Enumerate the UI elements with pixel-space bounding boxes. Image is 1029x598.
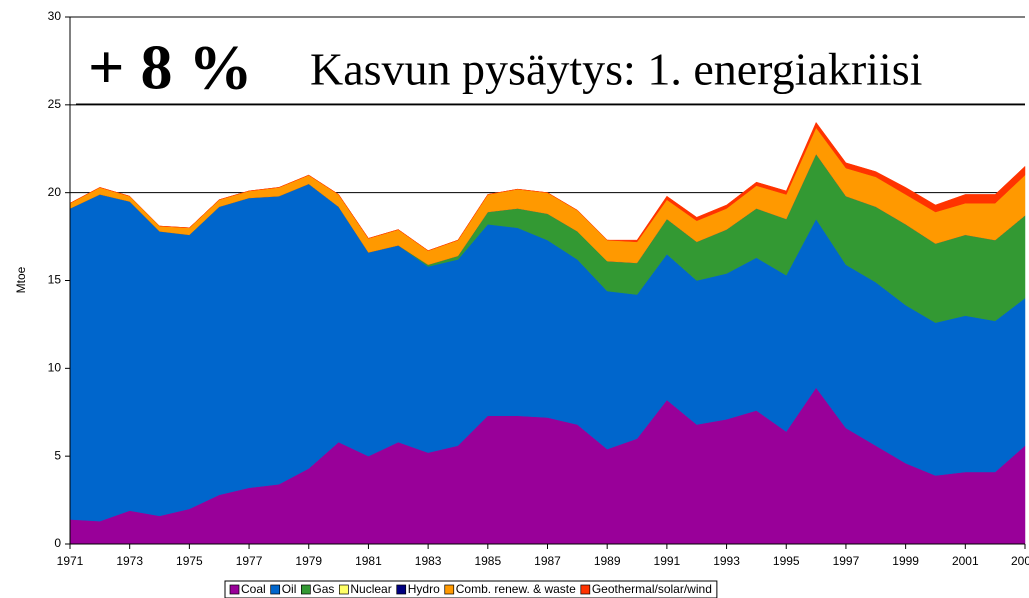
y-tick-label: 30 xyxy=(48,9,62,23)
x-tick-label: 1983 xyxy=(415,554,442,568)
x-tick-label: 1987 xyxy=(534,554,561,568)
legend-label: Hydro xyxy=(408,582,440,596)
y-tick-label: 0 xyxy=(54,536,61,550)
x-tick-label: 1999 xyxy=(892,554,919,568)
y-tick-label: 10 xyxy=(48,361,62,375)
x-tick-label: 1979 xyxy=(295,554,322,568)
legend-label: Nuclear xyxy=(350,582,391,596)
x-tick-label: 1997 xyxy=(833,554,860,568)
x-tick-label: 2001 xyxy=(952,554,979,568)
legend-label: Oil xyxy=(282,582,297,596)
x-tick-label: 1989 xyxy=(594,554,621,568)
x-tick-label: 1985 xyxy=(474,554,501,568)
x-tick-label: 1971 xyxy=(57,554,84,568)
y-tick-label: 20 xyxy=(48,185,62,199)
legend-swatch xyxy=(270,584,281,595)
legend-swatch xyxy=(444,584,455,595)
legend-swatch xyxy=(339,584,349,595)
x-tick-label: 1981 xyxy=(355,554,382,568)
legend-label: Coal xyxy=(241,582,266,596)
legend-label: Geothermal/solar/wind xyxy=(592,582,712,596)
legend-swatch xyxy=(229,584,240,595)
legend-swatch xyxy=(396,584,407,595)
x-tick-label: 1977 xyxy=(236,554,263,568)
annotation: + 8 % xyxy=(88,32,252,103)
y-tick-label: 15 xyxy=(48,273,62,287)
legend-swatch xyxy=(580,584,591,595)
legend-label: Comb. renew. & waste xyxy=(456,582,576,596)
x-tick-label: 1993 xyxy=(713,554,740,568)
x-tick-label: 1991 xyxy=(654,554,681,568)
annotation: Kasvun pysäytys: 1. energiakriisi xyxy=(310,44,922,95)
x-tick-label: 1973 xyxy=(116,554,143,568)
legend-label: Gas xyxy=(312,582,334,596)
y-tick-label: 5 xyxy=(54,448,61,462)
y-tick-label: 25 xyxy=(48,97,62,111)
x-tick-label: 1975 xyxy=(176,554,203,568)
legend: Coal Oil Gas Nuclear Hydro Comb. renew. & was… xyxy=(224,580,718,598)
legend-swatch xyxy=(301,584,311,595)
x-tick-label: 200 xyxy=(1011,554,1029,568)
x-tick-label: 1995 xyxy=(773,554,800,568)
annotation-box xyxy=(76,34,1025,104)
y-axis-label: Mtoe xyxy=(14,266,28,293)
area xyxy=(69,121,1026,251)
